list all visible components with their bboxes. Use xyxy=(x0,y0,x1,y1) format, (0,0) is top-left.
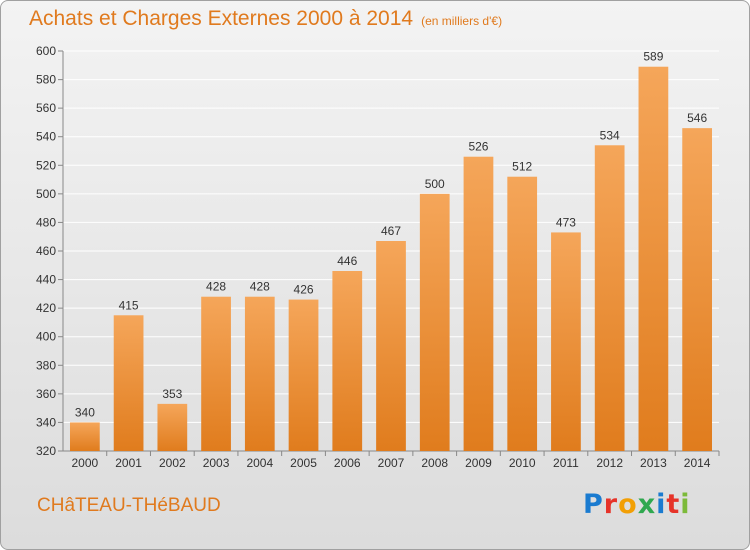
bar xyxy=(113,315,144,451)
y-tick-label: 360 xyxy=(36,387,56,401)
data-label: 353 xyxy=(162,387,182,401)
data-label: 526 xyxy=(468,140,488,154)
brand-letter: o xyxy=(618,489,638,520)
bar xyxy=(288,299,319,451)
data-label: 446 xyxy=(337,254,357,268)
x-tick-label: 2013 xyxy=(640,456,667,470)
bar xyxy=(463,156,494,451)
x-tick-label: 2003 xyxy=(203,456,230,470)
y-tick-label: 440 xyxy=(36,273,56,287)
x-tick-label: 2000 xyxy=(72,456,99,470)
x-tick-label: 2007 xyxy=(378,456,405,470)
bar xyxy=(682,128,713,451)
data-label: 589 xyxy=(643,50,663,64)
bar xyxy=(157,403,188,451)
x-tick-label: 2014 xyxy=(684,456,711,470)
y-tick-label: 380 xyxy=(36,358,56,372)
data-labels: 340 415 353 428 428 426 446 467 500 526 512 473 534 5… xyxy=(75,50,708,420)
data-label: 512 xyxy=(512,160,532,174)
y-tick-label: 540 xyxy=(36,130,56,144)
x-tick-label: 2010 xyxy=(509,456,536,470)
y-tick-label: 400 xyxy=(36,330,56,344)
y-tick-label: 340 xyxy=(36,415,56,429)
brand-letter: t xyxy=(666,489,681,520)
x-tick-label: 2005 xyxy=(290,456,317,470)
x-tick-label: 2011 xyxy=(553,456,579,470)
chart-title-text: Achats et Charges Externes 2000 à 2014 xyxy=(29,7,414,30)
brand-letter: P xyxy=(583,489,604,520)
y-tick-label: 500 xyxy=(36,187,56,201)
y-tick-label: 480 xyxy=(36,215,56,229)
x-tick-label: 2001 xyxy=(115,456,142,470)
brand-letter: r xyxy=(603,489,619,520)
bar xyxy=(419,193,450,451)
data-label: 467 xyxy=(381,224,401,238)
brand-logo: Proxiti xyxy=(583,489,691,520)
bar xyxy=(551,232,581,451)
brand-letter: x xyxy=(637,489,657,520)
bar xyxy=(201,296,231,451)
y-tick-label: 600 xyxy=(36,44,56,58)
bar xyxy=(376,241,406,451)
data-label: 473 xyxy=(556,215,576,229)
data-label: 500 xyxy=(425,177,445,191)
data-label: 415 xyxy=(119,298,139,312)
y-tick-label: 320 xyxy=(36,444,56,458)
data-label: 534 xyxy=(600,128,620,142)
x-tick-label: 2009 xyxy=(465,456,492,470)
y-tick-label: 580 xyxy=(36,73,56,87)
y-tick-label: 560 xyxy=(36,101,56,115)
x-tick-label: 2004 xyxy=(246,456,273,470)
chart-title: Achats et Charges Externes 2000 à 2014 (e… xyxy=(29,7,502,31)
bar xyxy=(332,271,363,451)
brand-letter: i xyxy=(680,489,691,520)
x-tick-label: 2002 xyxy=(159,456,186,470)
x-tick-label: 2012 xyxy=(596,456,623,470)
y-tick-label: 460 xyxy=(36,244,56,258)
bar xyxy=(244,296,275,451)
data-label: 546 xyxy=(687,111,707,125)
place-name: CHâTEAU-THéBAUD xyxy=(37,495,221,516)
bars xyxy=(69,66,713,452)
data-label: 428 xyxy=(206,280,226,294)
x-tick-label: 2006 xyxy=(334,456,361,470)
y-tick-label: 420 xyxy=(36,301,56,315)
chart-unit-label: (en milliers d'€) xyxy=(421,14,503,28)
data-label: 428 xyxy=(250,280,270,294)
x-tick-label: 2008 xyxy=(421,456,448,470)
bar xyxy=(594,145,625,452)
data-label: 340 xyxy=(75,405,95,419)
data-label: 426 xyxy=(294,283,314,297)
y-tick-label: 520 xyxy=(36,158,56,172)
bar xyxy=(507,176,538,451)
brand-letter: i xyxy=(656,489,667,520)
bar xyxy=(638,66,669,451)
bar xyxy=(69,422,100,451)
